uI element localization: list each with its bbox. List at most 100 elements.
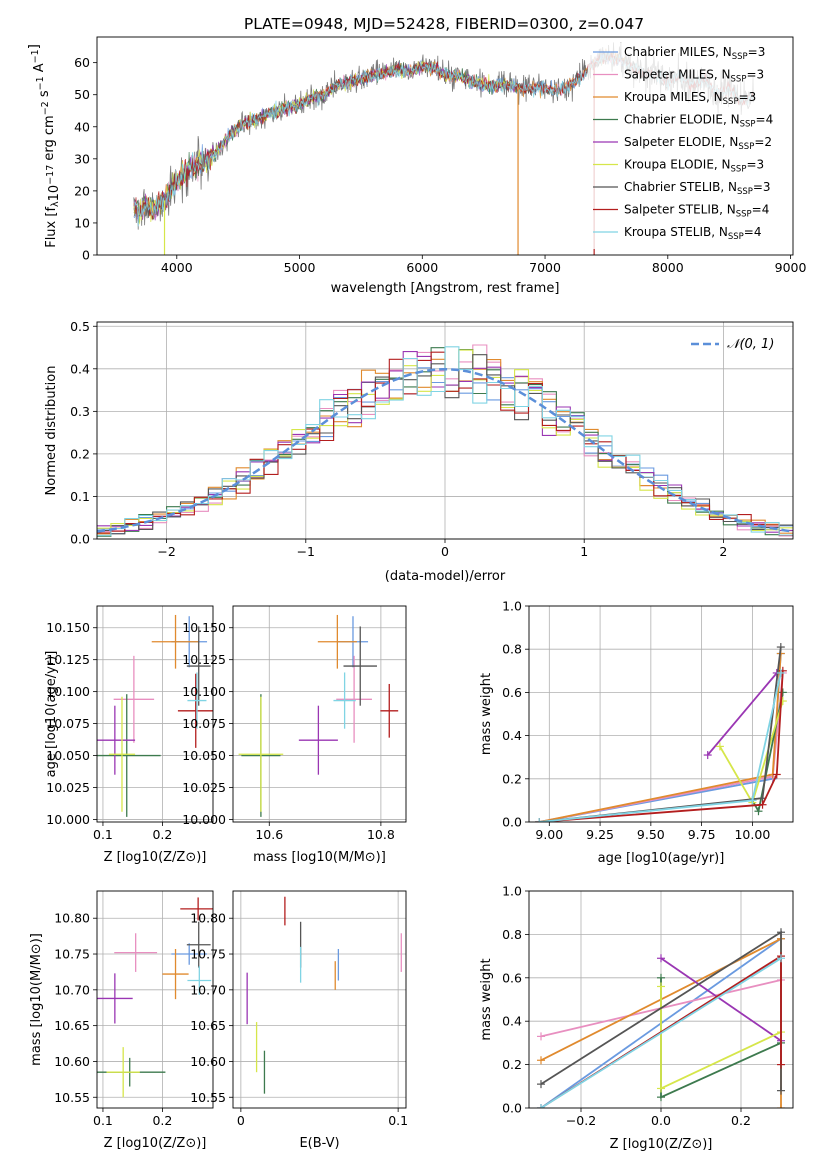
y-axis-label: Normed distribution xyxy=(44,366,59,496)
legend-subscript: SSP xyxy=(736,210,752,220)
y-tick-label: 10.125 xyxy=(46,652,90,667)
y-tick-label: 0.6 xyxy=(502,685,522,700)
legend-label-chabrier-stelib: Chabrier STELIB, NSSP=3 xyxy=(624,180,771,197)
mass-vs-Z-panel: 0.1 0.2 10.55 10.60 10.65 10.70 10.75 10.80 Z [l… xyxy=(29,890,214,1151)
weight-line-chabrier-stelib xyxy=(539,646,782,822)
legend-subscript: SSP xyxy=(723,97,739,107)
legend-nssp: =4 xyxy=(756,113,774,127)
y-tick-label: 10.050 xyxy=(46,748,90,763)
axes-frame xyxy=(528,605,794,823)
weight-line-salpeter-elodie xyxy=(707,672,778,756)
legend-subscript: SSP xyxy=(732,52,748,62)
weight-line-kroupa-miles xyxy=(539,653,782,822)
x-tick-label: 9.25 xyxy=(586,827,614,842)
x-tick-label: 7000 xyxy=(529,260,561,275)
x-axis-label: mass [log10(M/M⊙)] xyxy=(253,850,386,865)
weight-vs-Z-plot-area xyxy=(537,928,785,1108)
legend-nssp: =3 xyxy=(748,45,766,59)
x-tick-label: 8000 xyxy=(652,260,684,275)
x-axis-label: wavelength [Angstrom, rest frame] xyxy=(331,281,560,296)
x-tick-label: −1 xyxy=(297,544,315,559)
y-tick-label: 20 xyxy=(74,183,90,198)
legend-subscript: SSP xyxy=(731,75,747,85)
x-tick-label: 9.75 xyxy=(688,827,716,842)
x-tick-label: 1 xyxy=(580,544,588,559)
x-tick-label: 10.6 xyxy=(255,827,283,842)
y-label-part: −1 xyxy=(35,76,46,90)
weight-vs-age-plot-area xyxy=(535,643,787,822)
y-tick-label: 10.100 xyxy=(46,684,90,699)
legend-nssp: =2 xyxy=(754,135,772,149)
x-tick-label: 0.2 xyxy=(152,827,172,842)
legend-label-chabrier-elodie: Chabrier ELODIE, NSSP=4 xyxy=(624,113,773,130)
y-tick-label: 10.55 xyxy=(190,1090,226,1105)
axes-frame xyxy=(232,605,407,823)
legend-text: Salpeter STELIB, N xyxy=(624,203,736,217)
weight-line-salpeter-elodie xyxy=(660,957,782,1042)
y-tick-label: 10.60 xyxy=(190,1054,226,1069)
legend-text: Chabrier MILES, N xyxy=(624,45,732,59)
residuals-plot-area xyxy=(97,344,793,537)
y-tick-label: 1.0 xyxy=(502,599,522,614)
y-tick-label: 10.075 xyxy=(46,716,90,731)
legend-text: Salpeter MILES, N xyxy=(624,68,731,82)
x-tick-label: 10.8 xyxy=(367,827,395,842)
x-axis-label: Z [log10(Z/Z⊙)] xyxy=(610,1137,713,1152)
legend-nssp: =3 xyxy=(746,158,764,172)
legend-nssp: =4 xyxy=(752,203,770,217)
axes-frame xyxy=(96,321,794,540)
y-label-part: erg cm xyxy=(42,115,57,164)
legend-label-normal: 𝒩(0, 1) xyxy=(727,337,774,352)
y-tick-label: 10.75 xyxy=(190,947,226,962)
weight-line-kroupa-elodie xyxy=(660,986,782,1090)
y-tick-label: 10.000 xyxy=(46,812,90,827)
legend-label-salpeter-miles: Salpeter MILES, NSSP=3 xyxy=(624,68,764,85)
age-vs-Z-panel: 0.1 0.2 10.000 10.025 10.050 10.075 10.100 10.1… xyxy=(44,605,214,865)
y-tick-label: 10.75 xyxy=(54,947,90,962)
legend-label-salpeter-stelib: Salpeter STELIB, NSSP=4 xyxy=(624,203,769,220)
y-tick-label: 10.60 xyxy=(54,1054,90,1069)
axes-frame xyxy=(232,890,407,1109)
x-tick-label: 4000 xyxy=(161,260,193,275)
y-tick-label: 0.2 xyxy=(502,1057,522,1072)
x-tick-label: 5000 xyxy=(284,260,316,275)
weight-vs-age-panel: 9.00 9.25 9.50 9.75 10.00 0.0 0.2 0.4 0.6 0.8 1.0 a… xyxy=(479,599,794,866)
y-tick-label: 0.4 xyxy=(502,1014,522,1029)
y-label-part: ] xyxy=(27,44,42,49)
y-tick-label: 10.150 xyxy=(182,620,226,635)
x-tick-label: −0.2 xyxy=(566,1113,596,1128)
age-vs-mass-plot-area xyxy=(238,614,399,817)
mass-vs-Z-plot-area xyxy=(97,897,213,1098)
spectrum-panel: 4000 5000 6000 7000 8000 9000 0 10 20 30 40 50 60 wav… xyxy=(27,36,807,296)
legend-nssp: =3 xyxy=(746,68,764,82)
legend-subscript: SSP xyxy=(728,232,744,242)
x-tick-label: 0.1 xyxy=(388,1113,408,1128)
legend-nssp: =4 xyxy=(744,225,762,239)
y-tick-label: 40 xyxy=(74,119,90,134)
x-axis-label: age [log10(age/yr)] xyxy=(598,851,725,866)
y-tick-label: 10.100 xyxy=(182,684,226,699)
y-tick-label: 10.80 xyxy=(54,911,90,926)
axes-frame xyxy=(96,890,214,1109)
y-tick-label: 0.0 xyxy=(70,532,90,547)
x-tick-label: 9000 xyxy=(775,260,807,275)
y-tick-label: 0.6 xyxy=(502,970,522,985)
axes-frame xyxy=(96,605,214,823)
x-tick-label: −2 xyxy=(157,544,175,559)
y-tick-label: 10.65 xyxy=(54,1018,90,1033)
x-axis-label: Z [log10(Z/Z⊙)] xyxy=(104,1136,207,1151)
legend-text: Salpeter ELODIE, N xyxy=(624,135,738,149)
age-vs-mass-panel: 10.6 10.8 10.000 10.025 10.050 10.075 10.100 10… xyxy=(182,605,407,865)
y-tick-label: 0.2 xyxy=(70,446,90,461)
y-label-part: 10 xyxy=(47,185,62,202)
y-tick-label: 10.025 xyxy=(182,780,226,795)
model-line-chabrier-miles xyxy=(133,51,625,219)
y-tick-label: 10.70 xyxy=(190,982,226,997)
age-vs-Z-plot-area xyxy=(97,614,213,817)
y-axis-label: Flux [fλ10−17 erg cm−2 s−1 A−1] xyxy=(27,44,62,248)
y-tick-label: 10.075 xyxy=(182,716,226,731)
mass-vs-EBV-panel: 0 0.1 10.55 10.60 10.65 10.70 10.75 10.80 E(B-V) xyxy=(190,890,408,1151)
y-tick-label: 10 xyxy=(74,215,90,230)
y-tick-label: 1.0 xyxy=(502,884,522,899)
